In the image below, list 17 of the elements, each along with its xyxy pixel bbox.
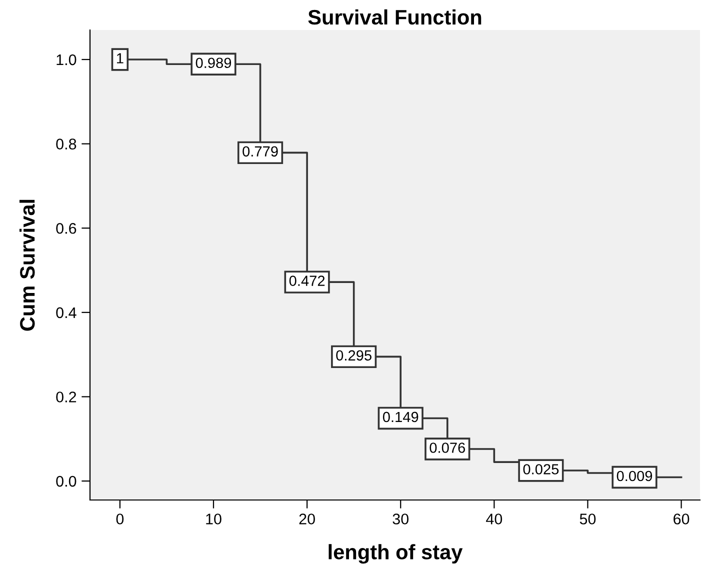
y-axis-title: Cum Survival bbox=[19, 200, 35, 331]
x-axis-title: length of stay bbox=[328, 544, 463, 564]
x-tick-label: 30 bbox=[392, 514, 409, 524]
y-tick-label: 0.6 bbox=[56, 222, 76, 234]
x-tick-label: 0 bbox=[116, 514, 124, 524]
y-tick-label: 0.4 bbox=[56, 307, 76, 318]
y-tick-label: 0.0 bbox=[56, 476, 76, 487]
x-tick-label: 10 bbox=[206, 514, 222, 524]
x-tick-label: 40 bbox=[486, 514, 502, 524]
y-tick-label: 0.2 bbox=[56, 392, 76, 402]
y-tick-label: 0.8 bbox=[56, 138, 76, 150]
data-label: 1 bbox=[116, 53, 124, 64]
y-tick-label: 1.0 bbox=[56, 54, 76, 66]
chart-title: Survival Function bbox=[308, 9, 482, 25]
x-tick-label: 20 bbox=[299, 514, 315, 524]
x-tick-label: 50 bbox=[580, 514, 596, 524]
x-tick-label: 60 bbox=[674, 514, 690, 524]
